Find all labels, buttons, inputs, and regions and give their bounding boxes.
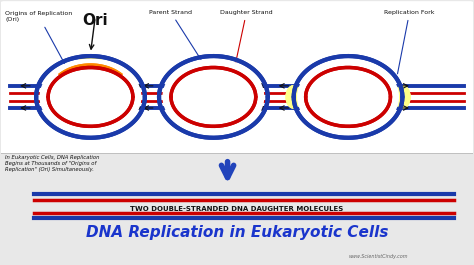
Ellipse shape	[286, 86, 301, 108]
Text: Parent Strand: Parent Strand	[149, 10, 202, 62]
Ellipse shape	[78, 57, 103, 70]
Text: Origins of Replication
(Ori): Origins of Replication (Ori)	[5, 11, 73, 74]
Text: TWO DOUBLE-STRANDED DNA DAUGHTER MOLECULES: TWO DOUBLE-STRANDED DNA DAUGHTER MOLECUL…	[130, 206, 344, 212]
Ellipse shape	[163, 59, 264, 135]
Ellipse shape	[395, 86, 410, 108]
Text: In Eukaryotic Cells, DNA Replication
Begins at Thousands of "Origins of
Replicat: In Eukaryotic Cells, DNA Replication Beg…	[5, 155, 100, 171]
Ellipse shape	[40, 59, 141, 135]
FancyBboxPatch shape	[0, 1, 474, 154]
Ellipse shape	[78, 57, 103, 70]
Text: Ori: Ori	[82, 12, 108, 28]
Text: Replication Fork: Replication Fork	[384, 10, 435, 74]
Ellipse shape	[395, 86, 410, 108]
Text: Daughter Strand: Daughter Strand	[220, 10, 273, 76]
Ellipse shape	[286, 86, 301, 108]
Text: DNA Replication in Eukaryotic Cells: DNA Replication in Eukaryotic Cells	[86, 225, 388, 240]
Text: www.ScientistCindy.com: www.ScientistCindy.com	[349, 254, 409, 258]
Ellipse shape	[298, 59, 398, 135]
